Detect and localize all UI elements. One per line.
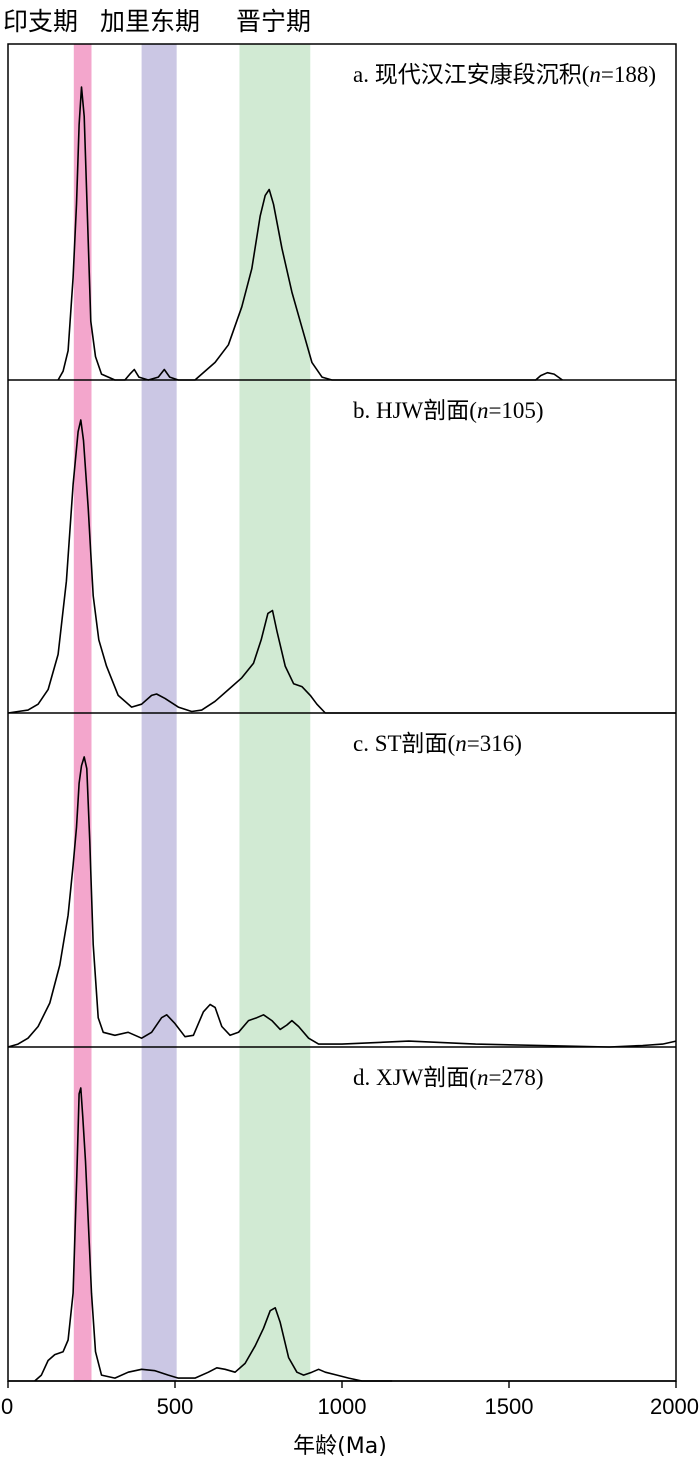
period-band-label-1: 印支期 <box>3 7 79 36</box>
panel-label-3: c. ST剖面(n=316) <box>353 731 522 756</box>
x-tick-label-4: 2000 <box>650 1394 699 1419</box>
period-band-label-3: 晋宁期 <box>236 7 312 36</box>
probability-curve-3 <box>7 756 677 1048</box>
x-tick-label-0: 0 <box>1 1394 13 1419</box>
period-band-label-2: 加里东期 <box>100 7 201 36</box>
probability-curve-4 <box>34 1087 393 1382</box>
x-tick-label-2: 1000 <box>318 1394 367 1419</box>
x-axis-title: 年龄(Ma) <box>293 1434 387 1459</box>
probability-curve-2 <box>7 419 676 714</box>
x-tick-label-1: 500 <box>157 1394 194 1419</box>
x-tick-label-3: 1500 <box>485 1394 534 1419</box>
panel-label-2: b. HJW剖面(n=105) <box>353 398 544 423</box>
panel-label-1: a. 现代汉江安康段沉积(n=188) <box>353 62 656 87</box>
period-band-labels: 印支期 加里东期 晋宁期 <box>0 0 700 40</box>
panel-label-4: d. XJW剖面(n=278) <box>353 1065 544 1090</box>
